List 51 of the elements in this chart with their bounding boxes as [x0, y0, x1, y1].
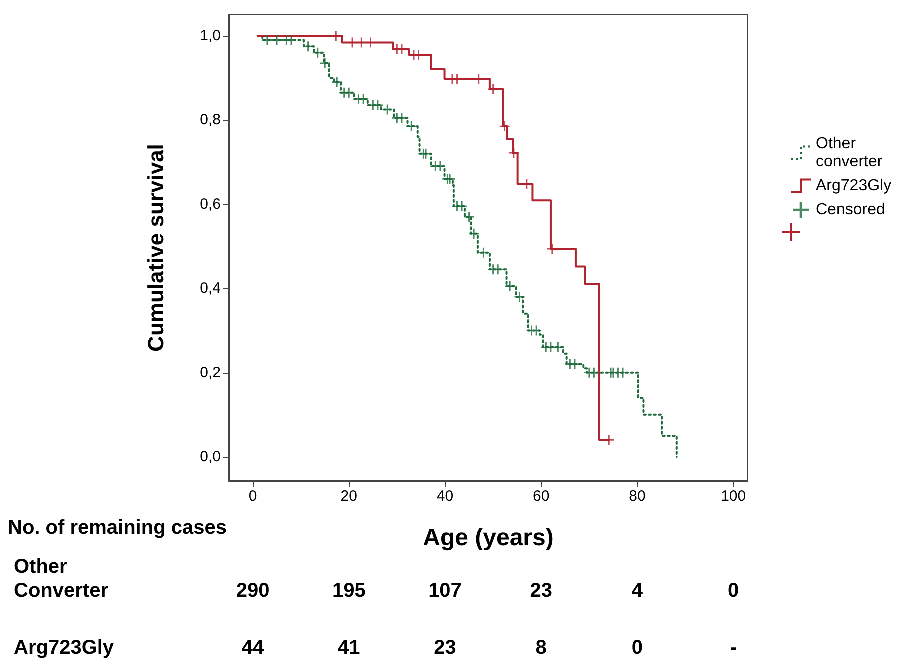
- point: [464, 212, 474, 222]
- x-tick-label: 20: [340, 488, 358, 505]
- point: [272, 35, 282, 46]
- text: 41: [338, 637, 360, 659]
- x-tick-label: 60: [533, 488, 550, 505]
- point: [406, 122, 417, 132]
- y-tick-label: 1,0: [200, 28, 221, 45]
- point: [493, 264, 504, 275]
- point: [344, 88, 354, 98]
- point: [435, 162, 446, 172]
- point: [312, 48, 323, 58]
- x-tick-label: 100: [721, 488, 746, 505]
- point: [514, 292, 525, 302]
- point: [303, 42, 314, 52]
- point: [320, 58, 330, 68]
- y-tick-label: 0,2: [200, 364, 221, 382]
- text: 23: [530, 580, 552, 602]
- x-tick-label: 80: [629, 488, 646, 505]
- y-axis-title: Cumulative survival: [144, 144, 168, 352]
- text: 0: [632, 637, 644, 659]
- text: 195: [332, 580, 366, 602]
- point: [532, 326, 542, 336]
- text: No. of remaining cases: [8, 517, 227, 539]
- point: [382, 104, 393, 115]
- text: 107: [428, 580, 462, 602]
- text: 23: [434, 637, 456, 659]
- text: Other Converter: [14, 556, 109, 602]
- legend-label: Censored: [816, 202, 886, 218]
- legend-label: Other converter: [816, 136, 884, 170]
- legend-label: Arg723Gly: [816, 178, 892, 194]
- text: 290: [236, 580, 270, 602]
- point: [589, 368, 600, 378]
- x-tick-label: 40: [436, 488, 454, 505]
- point: [500, 122, 510, 132]
- y-tick-label: 0,8: [200, 112, 221, 129]
- y-tick-label: 0,6: [200, 196, 221, 213]
- text: -: [730, 637, 737, 659]
- x-axis-title: Age (years): [423, 524, 554, 552]
- text: Arg723Gly: [14, 637, 115, 659]
- text: 44: [242, 637, 266, 659]
- point: [358, 94, 369, 104]
- y-tick-label: 0,0: [200, 448, 221, 466]
- point: [332, 77, 342, 88]
- point: [469, 228, 480, 239]
- point: [478, 248, 489, 258]
- text: 0: [728, 580, 740, 602]
- y-tick-label: 0,4: [200, 280, 221, 298]
- text: 4: [632, 580, 644, 602]
- text: 8: [536, 637, 547, 659]
- point: [262, 35, 272, 46]
- x-tick-label: 0: [248, 488, 258, 505]
